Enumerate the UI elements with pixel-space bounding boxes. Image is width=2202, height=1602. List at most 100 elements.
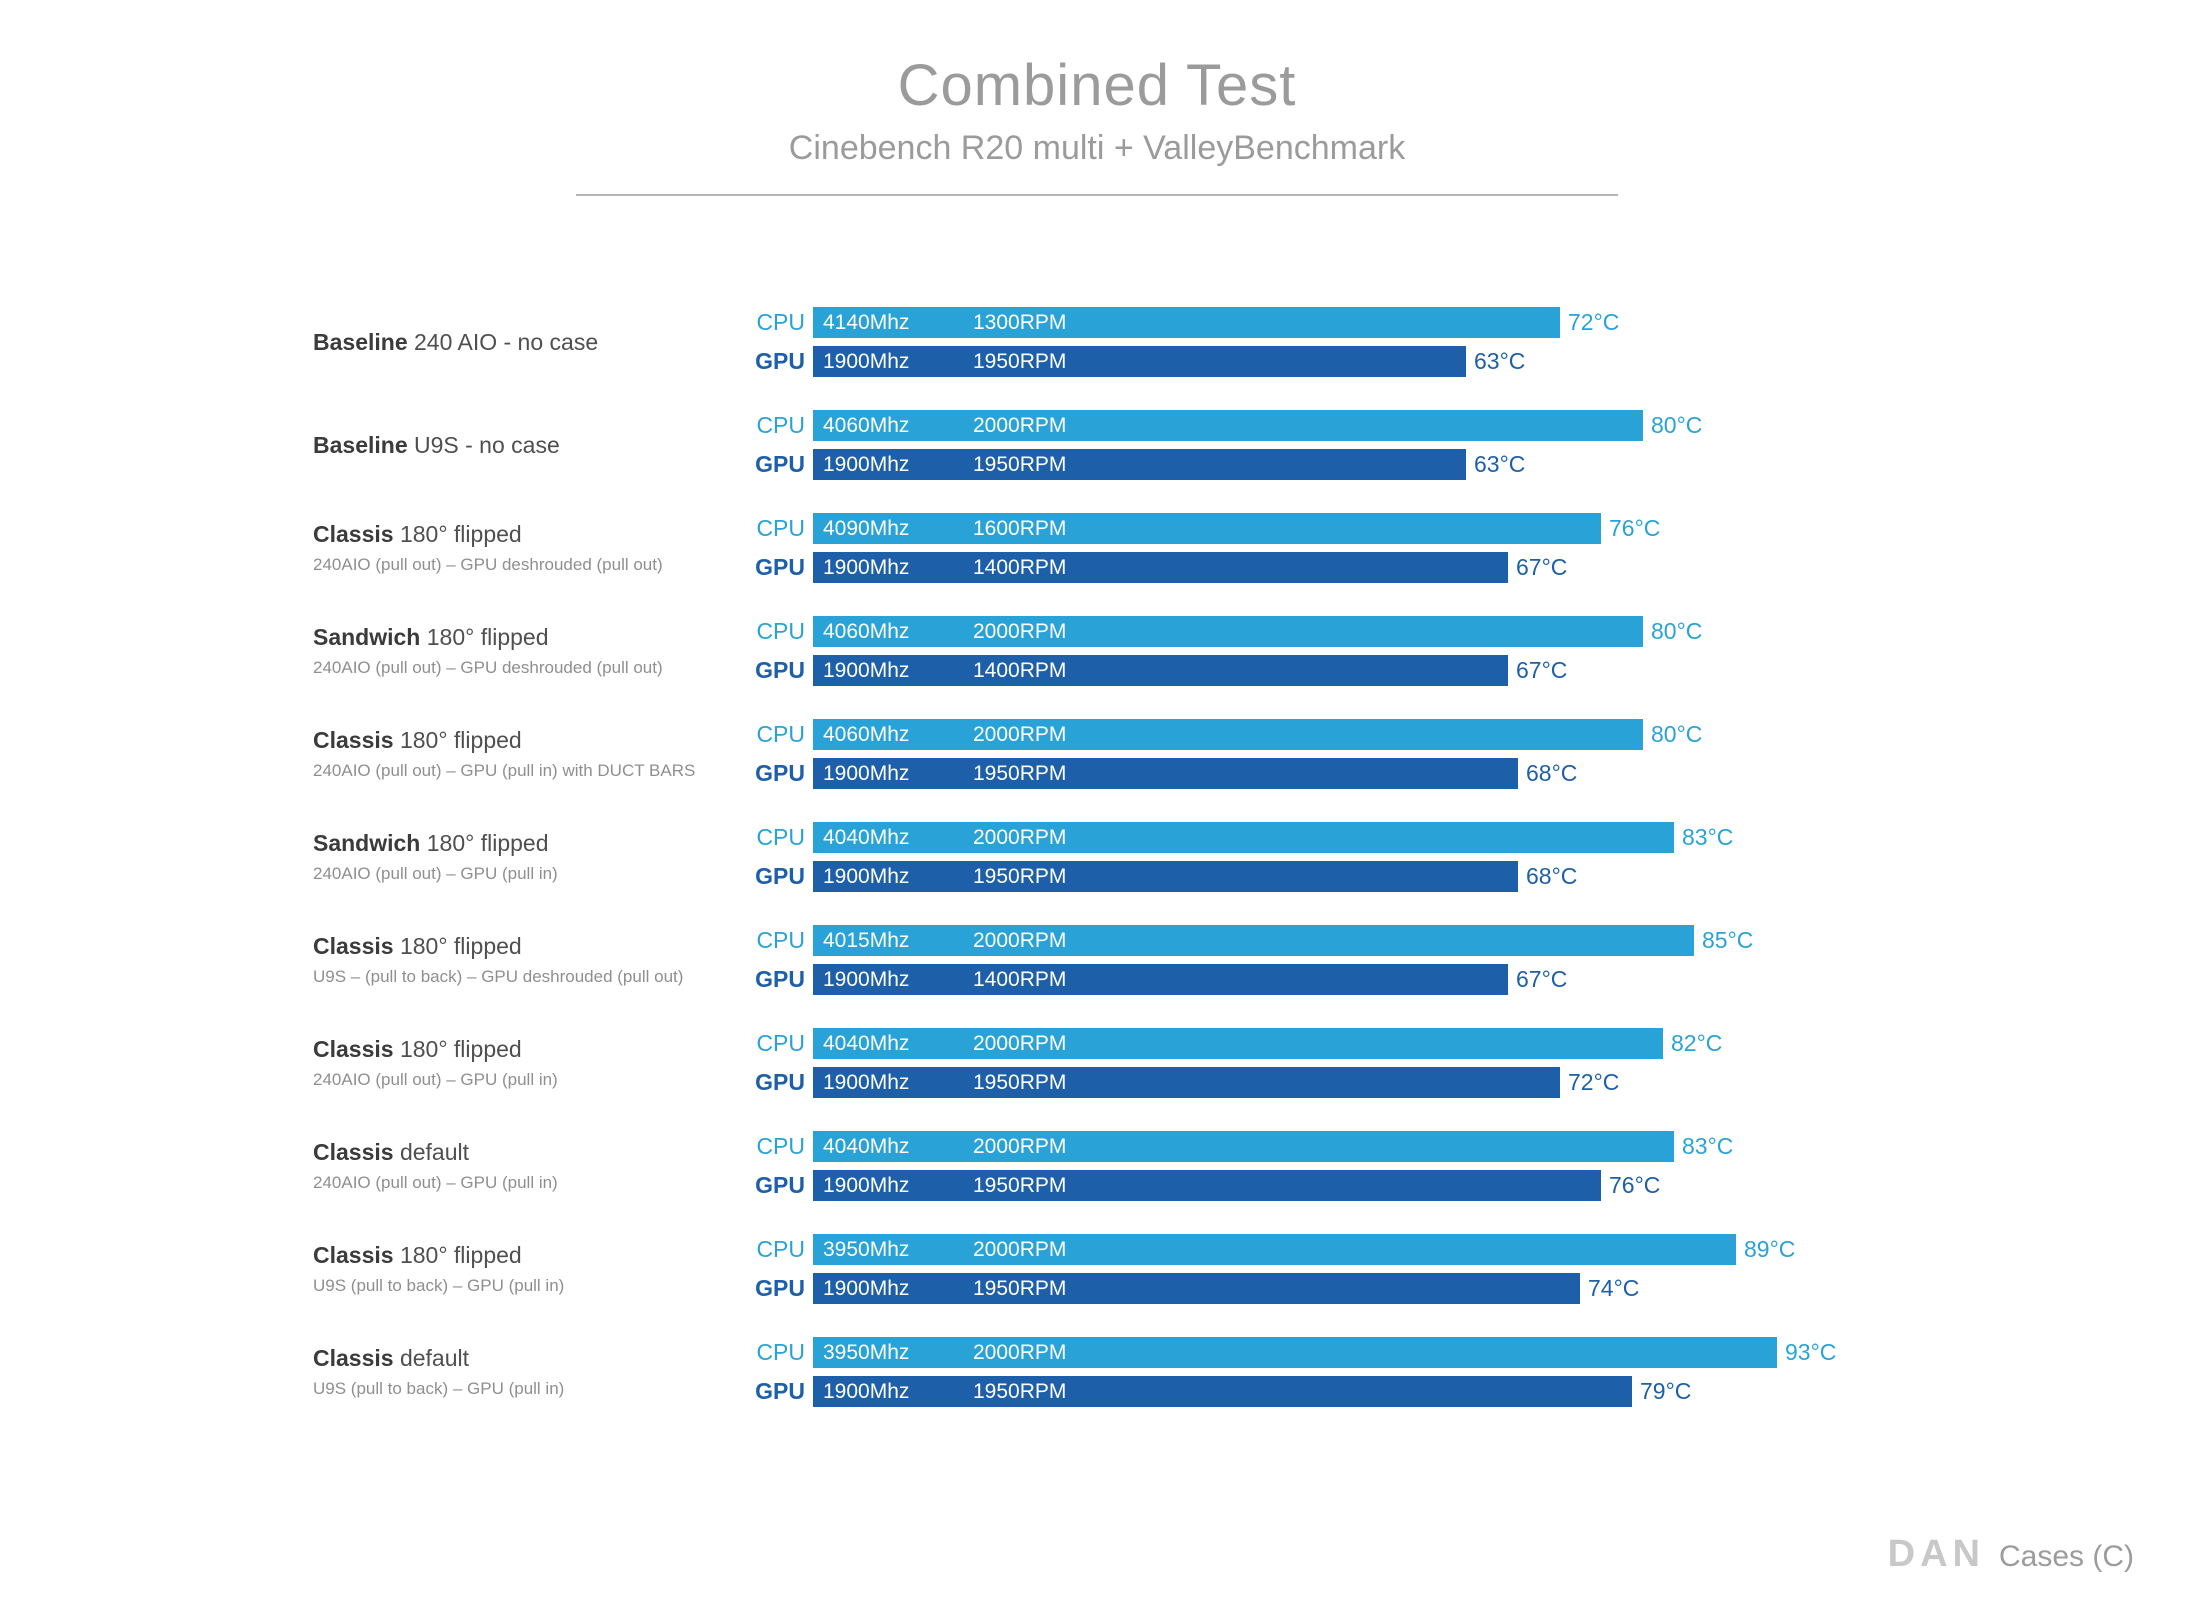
gpu-clock-value: 1900Mhz [823,967,910,991]
config-detail: U9S – (pull to back) – GPU deshrouded (p… [313,967,684,986]
benchmark-row: Baseline 240 AIO - no case CPU 4140Mhz 1… [313,307,2073,377]
cpu-temp-value: 83°C [1682,1133,1734,1159]
gpu-temp-value: 76°C [1609,1172,1661,1198]
config-name: Sandwich [313,624,421,650]
cpu-temp-value: 80°C [1651,721,1703,747]
cpu-tag: CPU [756,721,805,747]
cpu-temp-value: 83°C [1682,824,1734,850]
cpu-fan-rpm-value: 2000RPM [973,1340,1067,1364]
cpu-clock-value: 4040Mhz [823,1031,910,1055]
gpu-bar: 1900Mhz 1950RPM [813,346,1466,377]
gpu-clock-value: 1900Mhz [823,452,910,476]
config-label: Classis default 240AIO (pull out) – GPU … [313,1139,753,1193]
cpu-tag: CPU [756,515,805,541]
gpu-bar-line: GPU 1900Mhz 1950RPM 74°C [753,1273,2073,1304]
config-label: Classis 180° flipped U9S – (pull to back… [313,933,753,987]
gpu-temp-value: 63°C [1474,451,1526,477]
config-name: Baseline [313,431,408,458]
config-variant: 180° flipped [399,1036,522,1062]
cpu-temp-value: 82°C [1671,1030,1723,1056]
cpu-fan-rpm-value: 1300RPM [973,310,1067,334]
gpu-tag: GPU [755,1172,805,1198]
config-label: Sandwich 180° flipped 240AIO (pull out) … [313,624,753,678]
gpu-tag: GPU [755,348,805,374]
gpu-bar-line: GPU 1900Mhz 1950RPM 72°C [753,1067,2073,1098]
gpu-temp-value: 79°C [1640,1378,1692,1404]
dan-logo: DAN [1887,1533,1985,1575]
cpu-temp-value: 85°C [1702,927,1754,953]
cpu-bar-line: CPU 4060Mhz 2000RPM 80°C [753,719,2073,750]
header-divider [576,194,1618,196]
gpu-clock-value: 1900Mhz [823,1276,910,1300]
gpu-temp-value: 67°C [1516,657,1568,683]
config-name: Classis [313,1036,394,1062]
cpu-bar: 4090Mhz 1600RPM [813,513,1601,544]
gpu-fan-rpm-value: 1950RPM [973,452,1067,476]
config-detail: 240AIO (pull out) – GPU (pull in) [313,864,558,883]
config-label: Classis 180° flipped 240AIO (pull out) –… [313,521,753,575]
cpu-bar-line: CPU 4015Mhz 2000RPM 85°C [753,925,2073,956]
benchmark-row: Classis 180° flipped 240AIO (pull out) –… [313,719,2073,789]
gpu-bar-line: GPU 1900Mhz 1950RPM 68°C [753,758,2073,789]
config-variant: default [399,1139,470,1165]
cpu-tag: CPU [756,1133,805,1159]
config-variant: U9S - no case [414,431,560,458]
cpu-bar: 4040Mhz 2000RPM [813,1131,1674,1162]
cpu-fan-rpm-value: 2000RPM [973,1134,1067,1158]
cpu-bar-line: CPU 4040Mhz 2000RPM 82°C [753,1028,2073,1059]
gpu-clock-value: 1900Mhz [823,349,910,373]
config-detail: 240AIO (pull out) – GPU deshrouded (pull… [313,658,663,677]
cpu-bar: 3950Mhz 2000RPM [813,1234,1736,1265]
cpu-bar-line: CPU 3950Mhz 2000RPM 89°C [753,1234,2073,1265]
gpu-fan-rpm-value: 1950RPM [973,349,1067,373]
config-label: Sandwich 180° flipped 240AIO (pull out) … [313,830,753,884]
cpu-temp-value: 80°C [1651,618,1703,644]
bar-group: CPU 4060Mhz 2000RPM 80°C GPU 1900Mhz 195… [753,719,2073,789]
cpu-bar: 4040Mhz 2000RPM [813,1028,1663,1059]
config-title: Baseline U9S - no case [313,432,753,459]
config-name: Classis [313,933,394,959]
benchmark-row: Baseline U9S - no case CPU 4060Mhz 2000R… [313,410,2073,480]
cpu-temp-value: 76°C [1609,515,1661,541]
benchmark-row: Sandwich 180° flipped 240AIO (pull out) … [313,822,2073,892]
cpu-tag: CPU [756,824,805,850]
config-variant: 180° flipped [426,830,549,856]
gpu-tag: GPU [755,451,805,477]
cpu-clock-value: 4060Mhz [823,722,910,746]
bar-group: CPU 3950Mhz 2000RPM 93°C GPU 1900Mhz 195… [753,1337,2073,1407]
gpu-tag: GPU [755,1069,805,1095]
cpu-clock-value: 4090Mhz [823,516,910,540]
gpu-temp-value: 74°C [1588,1275,1640,1301]
chart-header: Combined Test Cinebench R20 multi + Vall… [576,52,1618,196]
cpu-fan-rpm-value: 2000RPM [973,619,1067,643]
config-variant: 180° flipped [399,727,522,753]
cpu-bar: 4040Mhz 2000RPM [813,822,1674,853]
gpu-tag: GPU [755,1275,805,1301]
benchmark-row: Sandwich 180° flipped 240AIO (pull out) … [313,616,2073,686]
gpu-clock-value: 1900Mhz [823,864,910,888]
gpu-temp-value: 68°C [1526,863,1578,889]
brand-text: Cases (C) [1998,1540,2134,1573]
cpu-bar-line: CPU 3950Mhz 2000RPM 93°C [753,1337,2073,1368]
cpu-fan-rpm-value: 2000RPM [973,1031,1067,1055]
cpu-temp-value: 80°C [1651,412,1703,438]
cpu-bar: 4015Mhz 2000RPM [813,925,1694,956]
config-variant: 180° flipped [426,624,549,650]
gpu-temp-value: 67°C [1516,554,1568,580]
gpu-tag: GPU [755,863,805,889]
cpu-tag: CPU [756,309,805,335]
gpu-bar-line: GPU 1900Mhz 1950RPM 68°C [753,861,2073,892]
cpu-tag: CPU [756,1030,805,1056]
gpu-bar: 1900Mhz 1950RPM [813,449,1466,480]
gpu-bar: 1900Mhz 1950RPM [813,861,1518,892]
config-label: Classis 180° flipped 240AIO (pull out) –… [313,727,753,781]
cpu-clock-value: 4040Mhz [823,825,910,849]
config-detail: 240AIO (pull out) – GPU deshrouded (pull… [313,555,663,574]
gpu-fan-rpm-value: 1950RPM [973,864,1067,888]
config-title: Sandwich 180° flipped [313,624,753,651]
gpu-bar-line: GPU 1900Mhz 1950RPM 79°C [753,1376,2073,1407]
gpu-fan-rpm-value: 1950RPM [973,1173,1067,1197]
config-variant: default [399,1345,470,1371]
bar-group: CPU 4060Mhz 2000RPM 80°C GPU 1900Mhz 195… [753,410,2073,480]
